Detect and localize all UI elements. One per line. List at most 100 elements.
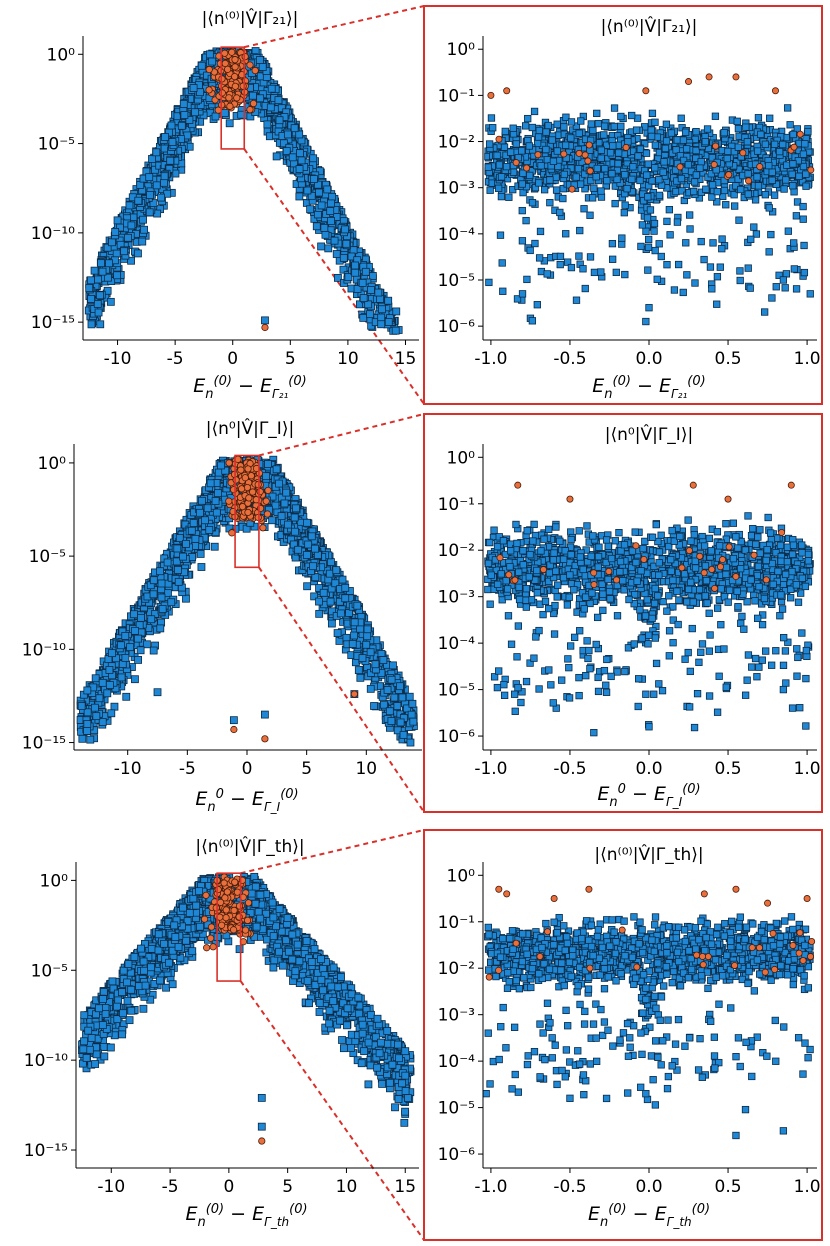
blue-square-point bbox=[196, 88, 204, 97]
blue-square-point bbox=[644, 193, 652, 201]
blue-square-point bbox=[258, 63, 267, 71]
panel-p2-full: |⟨n⁰|V̂|Γ_I⟩|-10 -5 0 5 1010⁰10⁻⁵10⁻¹⁰10⁻¹⁵E… bbox=[22, 418, 422, 815]
blue-square-point bbox=[792, 212, 801, 220]
blue-square-point bbox=[91, 674, 100, 683]
blue-square-point bbox=[524, 114, 532, 123]
blue-square-point bbox=[535, 126, 543, 135]
blue-square-point bbox=[535, 179, 543, 187]
blue-square-point bbox=[485, 140, 494, 148]
blue-square-point bbox=[134, 196, 143, 205]
blue-square-point bbox=[606, 149, 615, 157]
blue-square-point bbox=[351, 268, 360, 277]
blue-square-point bbox=[208, 57, 217, 66]
blue-square-point bbox=[87, 320, 96, 329]
orange-circle-point bbox=[205, 65, 213, 74]
scatter-points bbox=[484, 73, 815, 326]
blue-square-point bbox=[708, 285, 716, 293]
blue-square-point bbox=[742, 123, 750, 131]
blue-square-point bbox=[332, 250, 341, 258]
blue-square-point bbox=[379, 700, 388, 709]
blue-square-point bbox=[723, 154, 731, 163]
blue-square-point bbox=[297, 156, 306, 165]
blue-square-point bbox=[324, 244, 333, 253]
blue-square-point bbox=[580, 205, 588, 213]
blue-square-point bbox=[614, 159, 622, 168]
panels: |⟨n⁽⁰⁾|V̂|Γ₂₁⟩|-10 -5 0 5 10 1510⁰10⁻⁵10⁻¹⁰10… bbox=[22, 5, 823, 1241]
blue-square-point bbox=[662, 137, 671, 145]
blue-square-point bbox=[618, 234, 626, 242]
blue-square-point bbox=[703, 125, 712, 133]
blue-square-point bbox=[486, 186, 494, 194]
blue-square-point bbox=[487, 114, 496, 122]
blue-square-point bbox=[327, 199, 335, 208]
blue-square-point bbox=[651, 141, 660, 149]
blue-square-point bbox=[733, 117, 741, 125]
blue-square-point bbox=[103, 243, 112, 252]
blue-square-point bbox=[556, 252, 565, 261]
blue-square-point bbox=[592, 173, 600, 181]
y-tick-label: 10⁰ bbox=[447, 40, 476, 60]
x-tick-label: 0 bbox=[227, 349, 238, 369]
blue-square-point bbox=[327, 619, 336, 628]
blue-square-point bbox=[720, 186, 729, 195]
blue-square-point bbox=[667, 129, 676, 137]
blue-square-point bbox=[197, 61, 206, 70]
blue-square-point bbox=[528, 123, 536, 132]
blue-square-point bbox=[96, 320, 105, 329]
blue-square-point bbox=[183, 131, 192, 140]
blue-square-point bbox=[124, 233, 132, 242]
blue-square-point bbox=[263, 120, 272, 129]
blue-square-point bbox=[191, 108, 200, 117]
blue-square-point bbox=[601, 165, 609, 173]
blue-square-point bbox=[518, 206, 526, 215]
blue-square-point bbox=[536, 227, 545, 236]
blue-square-point bbox=[549, 157, 558, 165]
blue-square-point bbox=[799, 202, 807, 211]
blue-square-point bbox=[391, 326, 400, 335]
blue-square-point bbox=[766, 114, 774, 122]
blue-square-point bbox=[317, 201, 326, 210]
y-tick-label: 10⁻¹⁵ bbox=[31, 313, 75, 333]
blue-square-point bbox=[638, 221, 647, 229]
blue-square-point bbox=[610, 122, 618, 131]
orange-circle-point bbox=[241, 53, 249, 61]
blue-square-point bbox=[498, 259, 506, 267]
blue-square-point bbox=[501, 127, 509, 136]
blue-square-point bbox=[637, 242, 645, 251]
blue-square-point bbox=[530, 107, 539, 116]
blue-square-point bbox=[681, 128, 690, 136]
blue-square-point bbox=[315, 609, 324, 618]
blue-square-point bbox=[552, 173, 560, 181]
blue-square-point bbox=[537, 162, 545, 170]
orange-circle-point bbox=[586, 167, 594, 175]
orange-circle-point bbox=[642, 87, 650, 95]
blue-square-point bbox=[708, 181, 717, 189]
orange-circle-point bbox=[581, 151, 589, 159]
orange-circle-point bbox=[205, 86, 213, 94]
blue-square-point bbox=[330, 236, 339, 245]
blue-square-point bbox=[609, 255, 617, 263]
blue-square-point bbox=[799, 150, 808, 158]
blue-square-point bbox=[761, 140, 770, 148]
blue-square-point bbox=[744, 264, 752, 272]
blue-square-point bbox=[393, 726, 402, 735]
blue-square-point bbox=[542, 128, 550, 136]
blue-square-point bbox=[134, 249, 142, 258]
orange-circle-point bbox=[585, 141, 593, 149]
orange-circle-point bbox=[745, 177, 753, 185]
blue-square-point bbox=[90, 266, 99, 275]
blue-square-point bbox=[374, 288, 383, 297]
blue-square-point bbox=[326, 207, 335, 215]
blue-square-point bbox=[610, 104, 619, 112]
blue-square-point bbox=[786, 121, 794, 129]
blue-square-point bbox=[789, 130, 797, 139]
blue-square-point bbox=[351, 261, 360, 270]
blue-square-point bbox=[560, 123, 568, 131]
orange-circle-point bbox=[705, 73, 713, 81]
blue-square-point bbox=[660, 158, 668, 166]
blue-square-point bbox=[724, 147, 732, 156]
y-tick-label: 10⁻⁴ bbox=[438, 225, 476, 245]
panel-title: |⟨n⁽⁰⁾|V̂|Γ₂₁⟩| bbox=[601, 16, 698, 37]
blue-square-point bbox=[94, 275, 102, 284]
x-tick-label: -5 bbox=[167, 349, 184, 369]
